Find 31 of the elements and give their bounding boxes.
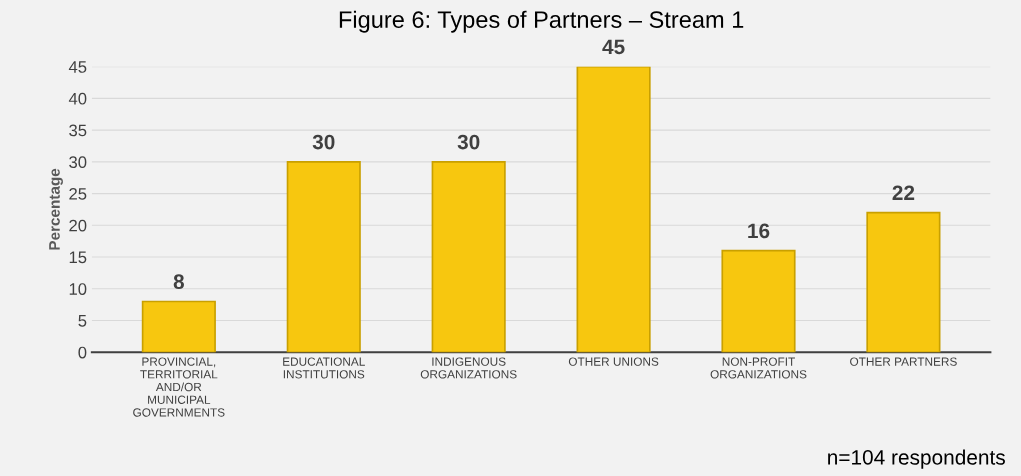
data-label: 8 bbox=[173, 274, 184, 290]
x-tick-label: PROVINCIAL, TERRITORIAL AND/OR MUNICIPAL GOVERNMENTS bbox=[133, 357, 225, 417]
y-tick-label: 35 bbox=[69, 124, 87, 137]
data-label: 16 bbox=[748, 223, 770, 239]
data-label: 30 bbox=[312, 134, 335, 150]
x-tick-label: INDIGENOUS ORGANIZATIONS bbox=[420, 357, 517, 379]
x-tick-label: EDUCATIONAL INSTITUTIONS bbox=[283, 357, 365, 379]
y-tick-label: 25 bbox=[69, 187, 87, 200]
bar bbox=[576, 66, 651, 353]
y-axis-title: Percentage bbox=[49, 168, 63, 250]
x-tick-label: OTHER PARTNERS bbox=[850, 357, 957, 366]
y-tick-label: 5 bbox=[78, 315, 87, 327]
y-tick-label: 40 bbox=[68, 92, 87, 105]
x-tick-label: OTHER UNIONS bbox=[568, 357, 659, 366]
data-label: 45 bbox=[602, 39, 625, 55]
bar bbox=[721, 249, 796, 353]
x-tick-label: NON-PROFIT ORGANIZATIONS bbox=[710, 357, 807, 379]
y-tick-label: 15 bbox=[69, 251, 87, 264]
bar bbox=[866, 211, 941, 353]
bar bbox=[141, 300, 216, 353]
y-tick-label: 30 bbox=[69, 156, 87, 169]
bar bbox=[286, 161, 361, 353]
data-label: 22 bbox=[892, 185, 915, 200]
chart-title: Figure 6: Types of Partners – Stream 1 bbox=[339, 10, 744, 33]
y-tick-label: 20 bbox=[69, 219, 87, 232]
text: n=104 respondents bbox=[828, 449, 1005, 469]
y-tick-label: 10 bbox=[69, 283, 87, 295]
data-label: 30 bbox=[457, 134, 480, 150]
y-tick-label: 0 bbox=[78, 346, 87, 359]
y-tick-label: 45 bbox=[68, 61, 87, 73]
bar bbox=[431, 161, 506, 353]
